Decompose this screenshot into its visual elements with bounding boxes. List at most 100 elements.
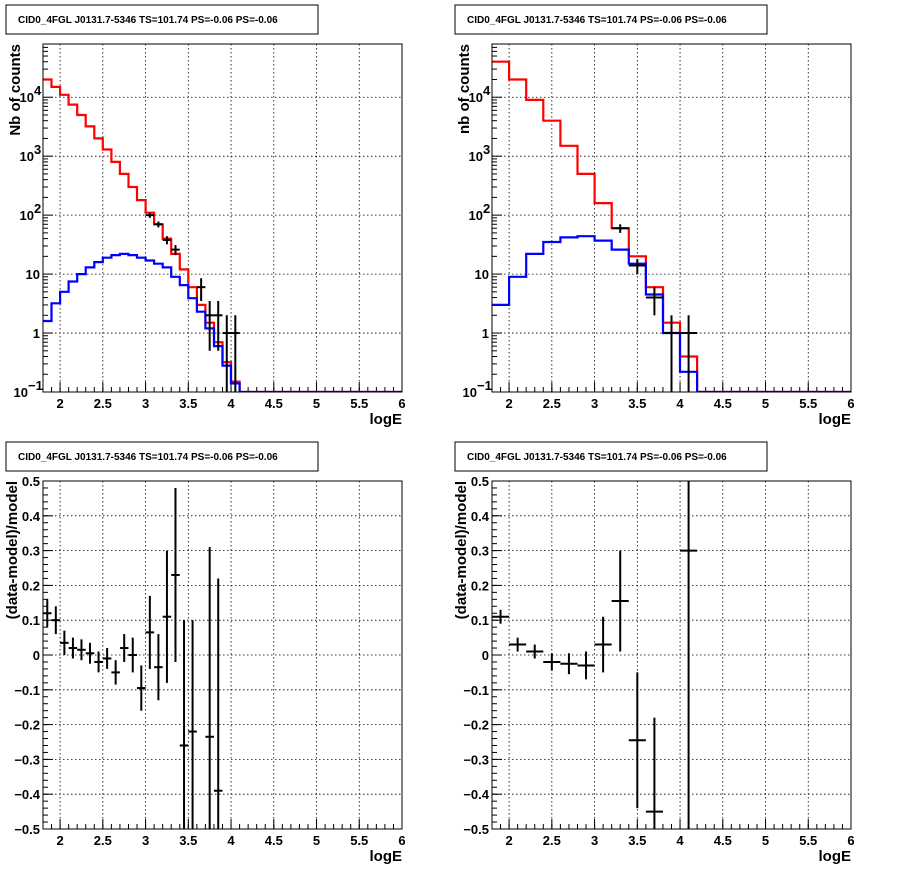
x-tick-label: 4.5: [714, 396, 732, 411]
data-point: [680, 315, 698, 392]
y-tick-label: 10: [20, 149, 34, 164]
y-tick-exponent: 3: [483, 142, 490, 157]
chart-title: CID0_4FGL J0131.7-5346 TS=101.74 PS=-0.0…: [18, 15, 278, 26]
y-tick-label: −0.1: [463, 683, 489, 698]
model-total-histogram: [492, 60, 851, 392]
residual-point: [628, 672, 646, 809]
x-tick-label: 2: [505, 396, 512, 411]
plot-frame: [491, 43, 852, 393]
x-tick-label: 3: [591, 833, 598, 848]
plot-area: [492, 481, 698, 829]
x-tick-label: 4.5: [265, 833, 283, 848]
x-tick-label: 2.5: [543, 833, 561, 848]
residual-point: [128, 637, 138, 673]
x-axis-label: logE: [819, 411, 852, 428]
y-tick-exponent: 4: [483, 83, 491, 98]
residual-point: [560, 653, 578, 675]
data-point: [662, 315, 681, 392]
x-tick-label: 6: [398, 396, 405, 411]
chart-title: CID0_4FGL J0131.7-5346 TS=101.74 PS=-0.0…: [18, 452, 278, 463]
x-tick-label: 5.5: [350, 396, 368, 411]
residual-point: [111, 660, 120, 685]
y-tick-label: 10: [26, 267, 40, 282]
x-tick-label: 4.5: [714, 833, 732, 848]
y-tick-label: 0.4: [22, 509, 41, 524]
plot-area: [43, 487, 223, 829]
residual-point: [188, 620, 197, 829]
residual-point: [94, 651, 103, 673]
x-tick-label: 3: [142, 833, 149, 848]
residual-point: [205, 547, 214, 829]
data-point: [645, 287, 663, 316]
x-tick-label: 2.5: [94, 833, 112, 848]
chart-title: CID0_4FGL J0131.7-5346 TS=101.74 PS=-0.0…: [467, 452, 727, 463]
x-tick-label: 5: [313, 833, 320, 848]
data-point: [205, 300, 214, 351]
x-tick-label: 4.5: [265, 396, 283, 411]
residual-point: [213, 578, 223, 829]
y-tick-label: 1: [33, 326, 40, 341]
data-point: [196, 278, 206, 301]
x-tick-label: 4: [227, 833, 235, 848]
y-tick-label: −0.1: [14, 683, 40, 698]
y-axis-label: nb of counts: [456, 44, 473, 134]
residual-point: [154, 634, 163, 701]
x-tick-label: 2: [505, 833, 512, 848]
y-tick-label: 0.4: [471, 509, 490, 524]
x-tick-label: 2: [56, 833, 63, 848]
data-point: [154, 221, 163, 228]
plot-frame: [491, 480, 852, 830]
x-tick-label: 5: [762, 396, 769, 411]
x-tick-label: 5: [762, 833, 769, 848]
y-tick-label: 10: [14, 385, 28, 400]
residual-point: [137, 665, 146, 711]
residual-point: [51, 606, 61, 635]
title-box: [454, 441, 768, 472]
plot-area: [43, 78, 402, 392]
residual-point: [119, 634, 129, 662]
residual-point: [543, 653, 561, 671]
x-tick-label: 2: [56, 396, 63, 411]
x-tick-label: 3.5: [179, 833, 197, 848]
x-tick-label: 3: [591, 396, 598, 411]
data-point: [231, 315, 240, 392]
y-tick-label: 10: [469, 208, 483, 223]
x-tick-label: 2.5: [543, 396, 561, 411]
residuals-panel-right: CID0_4FGL J0131.7-5346 TS=101.74 PS=-0.0…: [453, 441, 855, 865]
y-tick-label: 10: [469, 90, 483, 105]
counts-panel-left: CID0_4FGL J0131.7-5346 TS=101.74 PS=-0.0…: [5, 4, 406, 428]
residual-point: [162, 550, 172, 683]
residual-point: [577, 651, 595, 680]
model-total-histogram: [43, 78, 402, 392]
residual-point: [77, 639, 86, 661]
y-tick-label: −0.3: [14, 752, 40, 767]
data-point: [213, 300, 223, 351]
title-box: [5, 441, 319, 472]
residual-point: [645, 717, 663, 829]
x-tick-label: 6: [398, 833, 405, 848]
x-tick-label: 4: [676, 396, 684, 411]
residual-point: [60, 630, 69, 655]
data-point: [222, 315, 232, 392]
y-tick-label: 0.5: [471, 474, 489, 489]
residual-point: [526, 644, 544, 659]
data-point: [162, 236, 172, 245]
y-tick-label: 0.3: [22, 544, 40, 559]
residual-point: [85, 642, 95, 664]
residual-point: [492, 609, 510, 624]
y-tick-label: 0.5: [22, 474, 40, 489]
y-tick-label: −0.2: [14, 718, 40, 733]
y-tick-label: 0.1: [471, 613, 489, 628]
plot-area: [492, 60, 851, 392]
x-tick-label: 4: [676, 833, 684, 848]
y-tick-label: 10: [463, 385, 477, 400]
y-tick-exponent: −1: [28, 378, 43, 393]
y-tick-label: 10: [20, 208, 34, 223]
residual-point: [68, 637, 78, 659]
x-axis-label: logE: [819, 848, 852, 865]
title-box: [5, 4, 319, 35]
data-point: [171, 245, 180, 256]
y-tick-label: 0.3: [471, 544, 489, 559]
y-tick-label: 0.2: [22, 578, 40, 593]
